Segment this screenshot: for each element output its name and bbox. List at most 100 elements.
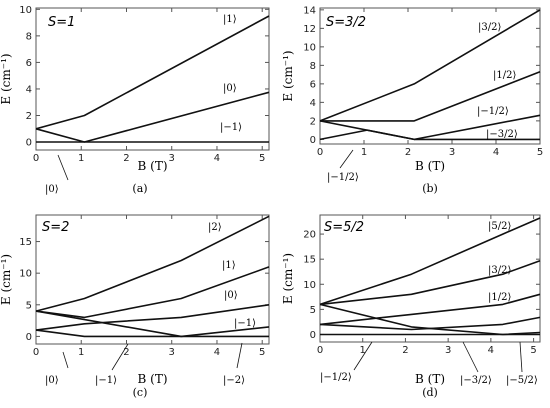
state-label: |0⟩ [45,375,59,386]
y-tick-label: 12 [303,24,316,35]
state-label: |2⟩ [208,222,222,233]
y-tick-label: 4 [26,84,32,95]
y-tick-label: 2 [310,116,316,127]
panel-a: 0 1 2 3 4 5 0 2 4 6 8 10 S=1 |1⟩ |0⟩ |−1⟩ |0⟩ E (cm⁻¹) B (… [0,5,270,195]
state-label: |−3/2⟩ [486,129,518,140]
y-axis-label: E (cm⁻¹) [281,50,295,101]
state-label: |0⟩ [223,83,237,94]
x-axis-label: B (T) [138,372,168,386]
leader-line [339,149,354,169]
y-tick-label: 8 [26,31,32,42]
series-line-3 [319,316,541,331]
y-tick-label: 5 [310,305,316,316]
panel-caption: (b) [422,182,438,195]
series-line-4 [35,310,269,338]
series-line-2 [319,293,541,326]
x-tick-label: 1 [78,153,84,164]
x-tick-label: 0 [317,345,323,356]
x-tick-label: 0 [33,153,39,164]
y-tick-label: 6 [310,79,316,90]
leader-line [353,341,373,371]
state-label: |−1/2⟩ [477,106,509,117]
plot-frame [319,214,541,343]
y-tick-label: 15 [303,255,316,266]
x-axis-label: B (T) [415,159,445,173]
leader-line [62,351,69,369]
series-line-0 [319,9,541,122]
x-tick-label: 1 [78,347,84,358]
state-label: |5/2⟩ [488,221,511,232]
spin-label: S=3/2 [326,15,366,30]
series-line-0 [319,217,541,306]
y-tick-label: 2 [26,111,32,122]
x-tick-label: 2 [123,153,129,164]
x-axis-label: B (T) [415,372,445,386]
panel-d: 0 1 2 3 4 5 0 5 10 15 20 S=5/2 |5/2⟩ |3/2⟩ |1/2⟩ |−1/2⟩… [281,214,541,399]
x-tick-label: 4 [214,347,220,358]
state-label: |1⟩ [223,14,237,25]
y-axis-label: E (cm⁻¹) [0,254,13,305]
x-tick-label: 5 [537,147,543,158]
plot-frame [35,214,270,345]
state-label: |1/2⟩ [493,70,516,81]
series-line-1 [319,259,541,306]
spin-label: S=5/2 [324,220,364,235]
state-label: |0⟩ [224,290,238,301]
series-line-0 [35,15,270,130]
spin-label: S=2 [42,220,69,235]
x-tick-label: 3 [445,345,451,356]
state-label: |−1⟩ [220,122,242,133]
leader-line [519,341,523,373]
x-tick-label: 1 [360,345,366,356]
state-label: |−2⟩ [223,375,245,386]
x-tick-label: 4 [488,345,494,356]
x-tick-label: 2 [402,345,408,356]
series-line-1 [320,71,541,122]
y-tick-label: 0 [310,135,316,146]
x-tick-label: 4 [493,147,499,158]
series-line-4 [319,303,541,336]
x-tick-label: 5 [530,345,536,356]
series-line-2 [35,304,270,331]
series-line-0 [35,215,270,312]
plot-frame [319,7,541,145]
x-tick-label: 0 [33,347,39,358]
state-label: |1/2⟩ [488,292,511,303]
panel-caption: (a) [132,182,147,195]
y-tick-label: 20 [303,230,316,241]
spin-label: S=1 [48,15,75,30]
panel-caption: (c) [133,386,148,399]
x-tick-label: 1 [361,147,367,158]
y-tick-label: 14 [303,5,316,16]
x-tick-label: 5 [259,347,265,358]
x-tick-label: 0 [317,147,323,158]
plot-frame [35,7,270,151]
series-line-3 [319,120,540,141]
state-label: |−1/2⟩ [320,372,352,383]
y-tick-label: 15 [19,237,32,248]
panel-c: 0 1 2 3 4 5 0 5 10 15 S=2 |2⟩ |1⟩ |0⟩ |−1⟩ |0⟩ |−1⟩ |−2⟩ E… [0,214,270,399]
y-tick-label: 10 [303,42,316,53]
x-tick-label: 4 [214,153,220,164]
state-label: |−3/2⟩ [460,375,492,386]
state-label: |−1/2⟩ [327,172,359,183]
y-tick-label: 0 [26,138,32,149]
y-axis-label: E (cm⁻¹) [0,53,13,104]
x-tick-label: 3 [449,147,455,158]
y-tick-label: 4 [310,98,316,109]
series-line-1 [35,91,270,143]
state-label: |1⟩ [222,260,236,271]
y-tick-label: 10 [19,5,32,16]
y-tick-label: 0 [26,332,32,343]
y-tick-label: 6 [26,58,32,69]
x-tick-label: 2 [405,147,411,158]
y-tick-label: 5 [26,300,32,311]
state-label: |0⟩ [45,184,59,195]
state-label: |−1⟩ [234,318,256,329]
x-axis-label: B (T) [138,159,168,173]
leader-line [111,343,129,371]
state-label: |3/2⟩ [488,265,511,276]
x-tick-label: 2 [123,347,129,358]
